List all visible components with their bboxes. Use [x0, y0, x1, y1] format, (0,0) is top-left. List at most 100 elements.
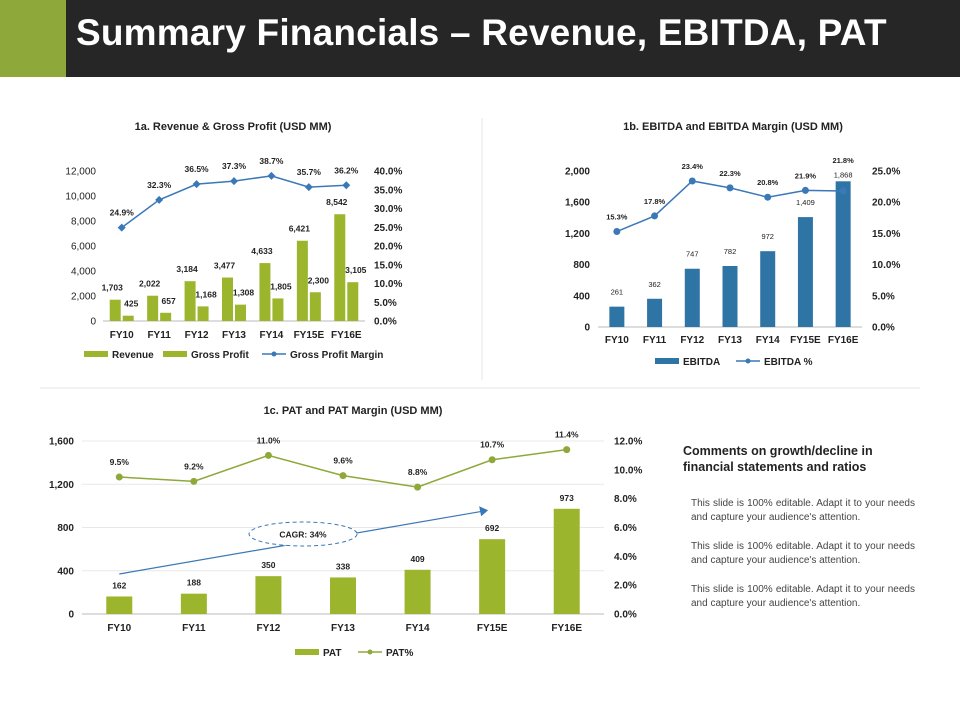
comments-panel: Comments on growth/decline in financial …: [683, 443, 915, 626]
data-label-pat: 409: [410, 554, 424, 564]
legend-label: PAT%: [386, 648, 414, 659]
line-point: [488, 456, 496, 464]
legend-line-marker: [367, 649, 373, 655]
bar-gross-profit: [197, 306, 209, 321]
y2-tick-label: 5.0%: [374, 298, 397, 309]
data-label-gross-profit: 1,168: [195, 289, 217, 299]
data-label-gross-profit: 1,805: [270, 281, 292, 291]
y-tick-label: 1,600: [565, 198, 590, 209]
data-label-revenue: 1,703: [102, 283, 124, 293]
bar-revenue: [184, 281, 196, 321]
y-tick-label: 6,000: [71, 242, 96, 253]
data-label-revenue: 3,477: [214, 261, 236, 271]
y2-tick-label: 10.0%: [374, 279, 402, 290]
data-label-ebitda: 782: [724, 247, 737, 256]
data-label-line: 11.0%: [257, 435, 281, 445]
data-label-line: 21.8%: [833, 156, 855, 165]
x-tick-label: FY15E: [294, 330, 325, 341]
y2-tick-label: 15.0%: [872, 229, 900, 240]
bar-pat: [404, 569, 431, 614]
y2-tick-label: 30.0%: [374, 204, 402, 215]
x-tick-label: FY12: [256, 623, 280, 634]
data-label-pat: 692: [485, 523, 499, 533]
line-point: [342, 181, 351, 190]
legend-line-marker: [745, 358, 751, 364]
data-label-line: 10.7%: [480, 440, 505, 450]
bar-revenue: [109, 299, 121, 321]
x-tick-label: FY13: [222, 330, 246, 341]
data-label-line: 37.3%: [222, 161, 247, 171]
bar-gross-profit: [122, 315, 134, 321]
data-label-gross-profit: 657: [162, 296, 176, 306]
y-tick-label: 12,000: [65, 167, 96, 178]
comments-heading: Comments on growth/decline in financial …: [683, 444, 873, 474]
data-label-pat: 162: [112, 580, 126, 590]
y2-tick-label: 0.0%: [614, 610, 637, 621]
data-label-line: 9.5%: [110, 457, 130, 467]
legend-label: Revenue: [112, 350, 154, 361]
data-label-line: 20.8%: [757, 178, 779, 187]
bar-pat: [553, 508, 580, 614]
data-label-gross-profit: 425: [124, 299, 138, 309]
data-label-revenue: 3,184: [176, 264, 198, 274]
x-tick-label: FY11: [643, 335, 667, 346]
line-point: [117, 223, 126, 232]
comment-paragraph: This slide is 100% editable. Adapt it to…: [691, 541, 915, 566]
data-label-gross-profit: 1,308: [233, 288, 255, 298]
y-tick-label: 1,200: [565, 229, 590, 240]
comment-paragraph: This slide is 100% editable. Adapt it to…: [691, 584, 915, 609]
line-point: [304, 183, 313, 192]
data-label-line: 24.9%: [110, 208, 135, 218]
y2-tick-label: 0.0%: [374, 317, 397, 328]
line-point: [192, 180, 201, 189]
data-label-ebitda: 261: [611, 288, 624, 297]
x-tick-label: FY10: [605, 335, 629, 346]
bar-pat: [106, 596, 133, 614]
data-label-line: 36.2%: [334, 165, 359, 175]
data-label-revenue: 2,022: [139, 279, 161, 289]
data-label-line: 17.8%: [644, 197, 666, 206]
chart-title: 1a. Revenue & Gross Profit (USD MM): [135, 121, 332, 133]
chart-title: 1c. PAT and PAT Margin (USD MM): [264, 405, 443, 417]
legend-label: Gross Profit Margin: [290, 350, 383, 361]
y2-tick-label: 10.0%: [872, 260, 900, 271]
data-label-line: 38.7%: [259, 156, 284, 166]
y-tick-label: 400: [57, 566, 74, 577]
chart-title: 1b. EBITDA and EBITDA Margin (USD MM): [623, 121, 843, 133]
line-point: [267, 171, 276, 180]
legend-label: PAT: [323, 648, 342, 659]
line-point: [801, 186, 809, 194]
line-point: [155, 195, 164, 204]
header-accent-block: [0, 0, 66, 77]
y2-tick-label: 12.0%: [614, 437, 642, 448]
x-tick-label: FY13: [718, 335, 742, 346]
legend-swatch: [163, 351, 187, 357]
data-label-ebitda: 972: [761, 232, 774, 241]
x-tick-label: FY16E: [331, 330, 362, 341]
data-label-line: 11.4%: [555, 430, 579, 440]
x-tick-label: FY10: [107, 623, 131, 634]
legend-swatch: [84, 351, 108, 357]
bar-ebitda: [684, 268, 700, 327]
slide-header: Summary Financials – Revenue, EBITDA, PA…: [0, 0, 960, 77]
y-tick-label: 0: [584, 323, 590, 334]
data-label-pat: 338: [336, 561, 350, 571]
bar-pat: [330, 577, 356, 614]
y-tick-label: 0: [90, 317, 96, 328]
bar-ebitda: [647, 298, 663, 327]
legend-line-marker: [271, 351, 277, 357]
bar-gross-profit: [347, 282, 359, 321]
cagr-label: CAGR: 34%: [279, 530, 327, 540]
bar-gross-profit: [309, 292, 321, 321]
y2-tick-label: 10.0%: [614, 465, 642, 476]
data-label-revenue: 4,633: [251, 246, 273, 256]
data-label-revenue: 6,421: [289, 224, 311, 234]
x-tick-label: FY16E: [551, 623, 582, 634]
y-tick-label: 1,600: [49, 437, 74, 448]
y2-tick-label: 0.0%: [872, 323, 895, 334]
bar-gross-profit: [272, 298, 284, 321]
y2-tick-label: 15.0%: [374, 260, 402, 271]
line-point: [651, 212, 659, 220]
y-tick-label: 10,000: [65, 192, 96, 203]
slide-title: Summary Financials – Revenue, EBITDA, PA…: [76, 12, 887, 53]
